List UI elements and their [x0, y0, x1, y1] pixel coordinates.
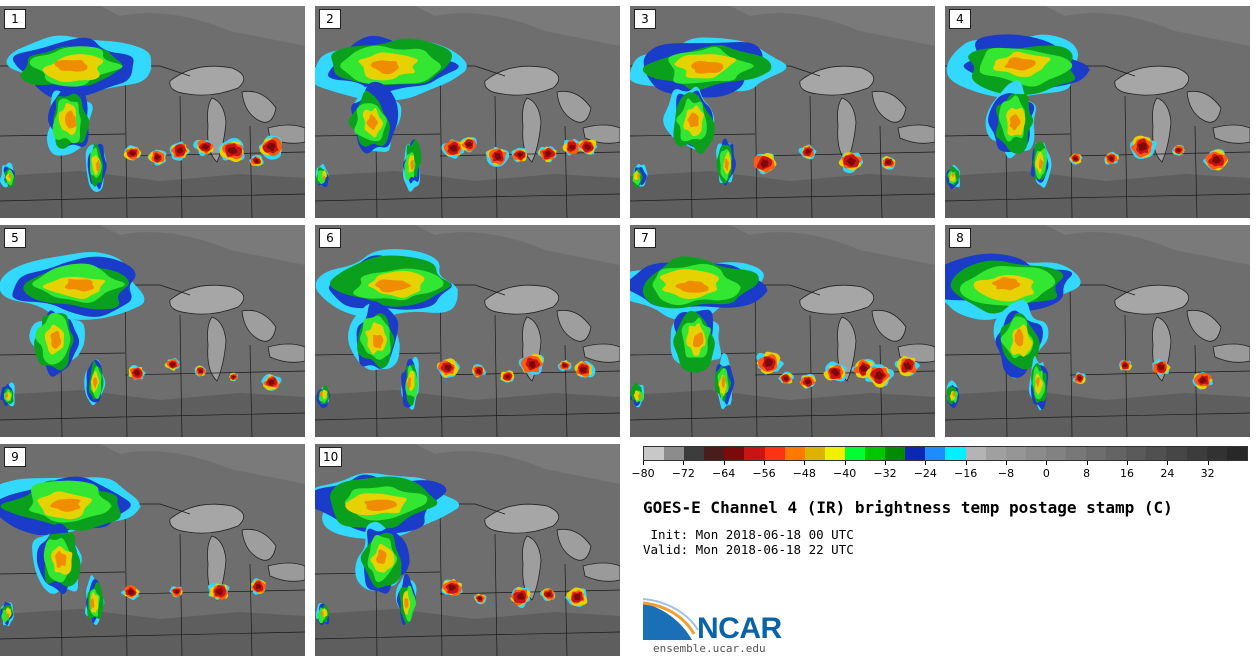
- postage-stamp-panel: 8: [945, 225, 1250, 437]
- colorbar-tick-label: −40: [833, 467, 857, 480]
- valid-time: Valid: Mon 2018-06-18 22 UTC: [643, 542, 854, 557]
- panel-number: 10: [319, 447, 343, 467]
- colorbar-tick: [723, 461, 725, 465]
- colorbar-tick: [885, 461, 886, 465]
- colorbar-tick-label: 32: [1200, 467, 1215, 480]
- panel-number: 3: [634, 9, 656, 29]
- colorbar-cell: [1146, 447, 1167, 460]
- colorbar: [643, 446, 1248, 461]
- colorbar-cell: [965, 447, 986, 460]
- colorbar-tick: [965, 461, 967, 465]
- colorbar-tick-label: −48: [792, 467, 816, 480]
- postage-stamp-panel: 2: [315, 6, 620, 218]
- ir-map: [0, 225, 305, 437]
- colorbar-cell: [764, 447, 785, 460]
- colorbar-cell: [885, 447, 906, 460]
- colorbar-cell: [804, 447, 825, 460]
- panel-number: 7: [634, 228, 656, 248]
- panel-number: 6: [319, 228, 341, 248]
- ir-map: [0, 6, 305, 218]
- colorbar-cell: [664, 447, 685, 460]
- ir-map: [630, 225, 935, 437]
- colorbar-cell: [784, 447, 805, 460]
- postage-stamp-panel: 1: [0, 6, 305, 218]
- colorbar-ticks: −80 −72 −64 −56 −48 −40 −32 −24 −16 −8 0 8 16 24 32: [631, 461, 1248, 481]
- colorbar-tick-label: 0: [1042, 467, 1050, 480]
- postage-stamp-panel: 5: [0, 225, 305, 437]
- colorbar-tick: [1127, 461, 1128, 465]
- colorbar-cell: [1106, 447, 1127, 460]
- logo-wordmark: NCAR: [697, 612, 782, 645]
- postage-stamp-panel: 10: [315, 444, 620, 656]
- colorbar-cell: [1226, 447, 1247, 460]
- colorbar-cell: [824, 447, 845, 460]
- colorbar-tick: [764, 461, 765, 465]
- colorbar-tick-label: −8: [997, 467, 1015, 480]
- colorbar-cell: [724, 447, 745, 460]
- colorbar-tick-label: −16: [954, 467, 978, 480]
- colorbar-tick: [1046, 461, 1048, 465]
- figure-title: GOES-E Channel 4 (IR) brightness temp po…: [643, 498, 1173, 517]
- colorbar-cell: [1025, 447, 1046, 460]
- postage-stamp-panel: 3: [630, 6, 935, 218]
- colorbar-cell: [985, 447, 1006, 460]
- colorbar-cell: [945, 447, 966, 460]
- colorbar-cell: [704, 447, 725, 460]
- colorbar-cell: [865, 447, 886, 460]
- colorbar-tick: [1086, 461, 1088, 465]
- colorbar-cell: [1186, 447, 1207, 460]
- init-time: Init: Mon 2018-06-18 00 UTC: [643, 527, 854, 542]
- ir-map: [0, 444, 305, 656]
- colorbar-cell: [1126, 447, 1147, 460]
- colorbar-tick-label: −64: [712, 467, 736, 480]
- colorbar-cell: [1045, 447, 1066, 460]
- colorbar-cell: [844, 447, 866, 460]
- panel-number: 4: [949, 9, 971, 29]
- colorbar-tick: [804, 461, 806, 465]
- colorbar-tick: [1167, 461, 1169, 465]
- panel-number: 8: [949, 228, 971, 248]
- colorbar-cell: [684, 447, 705, 460]
- colorbar-tick-label: −32: [873, 467, 897, 480]
- colorbar-tick: [1207, 461, 1209, 465]
- colorbar-tick-label: 16: [1120, 467, 1134, 480]
- colorbar-cell: [925, 447, 946, 460]
- panel-number: 5: [4, 228, 26, 248]
- colorbar-cell: [905, 447, 926, 460]
- ir-map: [630, 6, 935, 218]
- colorbar-cell: [1206, 447, 1227, 460]
- colorbar-cell: [1005, 447, 1026, 460]
- colorbar-tick-label: −24: [913, 467, 937, 480]
- panel-number: 9: [4, 447, 26, 467]
- colorbar-tick-label: −72: [671, 467, 695, 480]
- colorbar-tick: [643, 461, 644, 465]
- postage-stamp-panel: 6: [315, 225, 620, 437]
- colorbar-tick: [844, 461, 846, 465]
- colorbar-tick-label: 8: [1083, 467, 1091, 480]
- ir-map: [945, 6, 1250, 218]
- colorbar-cell: [1065, 447, 1087, 460]
- colorbar-tick: [683, 461, 685, 465]
- logo-url: ensemble.ucar.edu: [653, 642, 766, 655]
- colorbar-cell: [1086, 447, 1107, 460]
- colorbar-cell: [644, 447, 665, 460]
- colorbar-cell: [1166, 447, 1187, 460]
- postage-stamp-panel: 9: [0, 444, 305, 656]
- colorbar-tick: [1006, 461, 1007, 465]
- ir-map: [315, 6, 620, 218]
- colorbar-cell: [744, 447, 765, 460]
- colorbar-tick-label: −80: [631, 467, 655, 480]
- ir-map: [315, 444, 620, 656]
- colorbar-tick: [925, 461, 927, 465]
- ncar-logo-icon: [642, 598, 699, 640]
- postage-stamp-panel: 4: [945, 6, 1250, 218]
- colorbar-tick-label: −56: [752, 467, 776, 480]
- panel-number: 2: [319, 9, 341, 29]
- ir-map: [945, 225, 1250, 437]
- colorbar-tick-label: 24: [1160, 467, 1175, 480]
- postage-stamp-panel: 7: [630, 225, 935, 437]
- ir-map: [315, 225, 620, 437]
- panel-number: 1: [4, 9, 26, 29]
